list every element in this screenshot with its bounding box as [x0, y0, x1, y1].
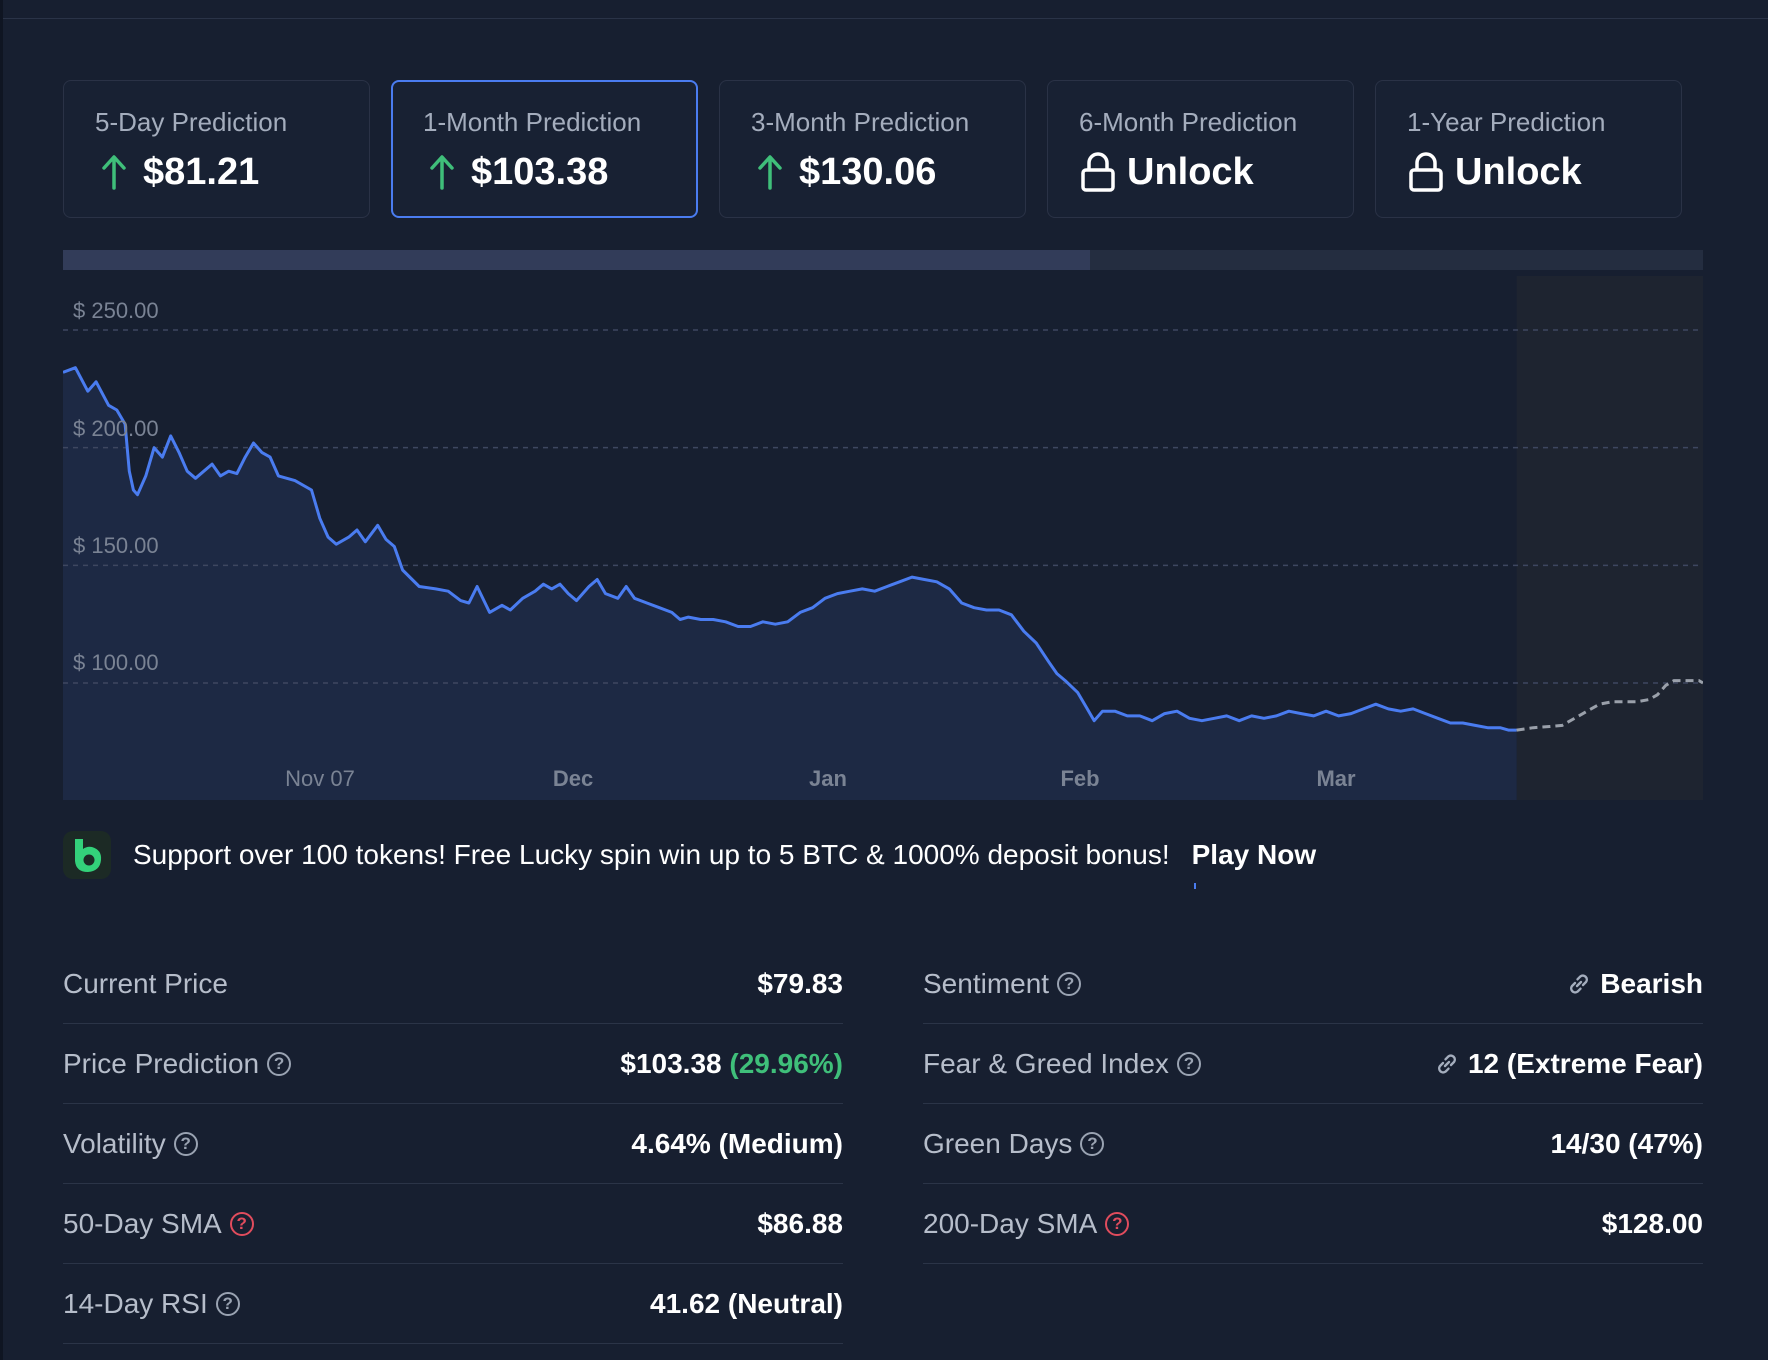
card-value: $103.38	[471, 151, 609, 193]
card-3-month[interactable]: 3-Month Prediction $130.06	[719, 80, 1026, 218]
prediction-line	[1516, 679, 1703, 732]
card-label: 5-Day Prediction	[95, 107, 288, 137]
card-6-month[interactable]: 6-Month Prediction Unlock	[1047, 80, 1354, 218]
help-icon[interactable]: ?	[1080, 1131, 1105, 1156]
stat-row: Volatility? 4.64% (Medium)	[63, 1104, 843, 1184]
historical-area	[63, 367, 1517, 800]
stat-row: Price Prediction? $103.38 (29.96%)	[63, 1024, 843, 1104]
stat-row: 200-Day SMA? $128.00	[923, 1184, 1703, 1264]
stat-row: Current Price $79.83	[63, 944, 843, 1024]
play-now-link[interactable]: Play Now	[1191, 839, 1317, 889]
help-icon[interactable]: ?	[1105, 1211, 1130, 1236]
historical-price-line	[63, 366, 1517, 732]
stat-row: 14-Day RSI? 41.62 (Neutral)	[63, 1264, 843, 1344]
range-selection[interactable]	[63, 250, 1090, 270]
card-value: $81.21	[143, 151, 260, 193]
promo-banner: Support over 100 tokens! Free Lucky spin…	[63, 830, 1317, 889]
top-border	[0, 0, 1768, 19]
stat-label: Sentiment	[923, 967, 1050, 999]
range-navigator[interactable]	[63, 250, 1703, 270]
card-1-year[interactable]: 1-Year Prediction Unlock	[1375, 80, 1682, 218]
help-icon[interactable]: ?	[173, 1131, 198, 1156]
stat-label: Green Days	[923, 1127, 1073, 1159]
card-value: Unlock	[1455, 151, 1582, 193]
link-icon	[1434, 1051, 1460, 1077]
card-value: Unlock	[1127, 151, 1254, 193]
stat-value: 41.62 (Neutral)	[650, 1287, 843, 1319]
stat-label: Price Prediction	[63, 1047, 260, 1079]
price-chart[interactable]: $ 250.00 $ 200.00 $ 150.00 $ 100.00 Nov …	[63, 276, 1703, 800]
stat-label: Fear & Greed Index	[923, 1047, 1169, 1079]
stat-label: Volatility	[63, 1127, 166, 1159]
x-tick-label: Feb	[1060, 766, 1100, 791]
help-icon[interactable]: ?	[1176, 1051, 1201, 1076]
stat-value: $103.38	[620, 1047, 722, 1079]
card-5-day[interactable]: 5-Day Prediction $81.21	[63, 80, 370, 218]
stat-label: 50-Day SMA	[63, 1207, 222, 1239]
promo-text: Support over 100 tokens! Free Lucky spin…	[133, 839, 1170, 870]
lock-icon	[1407, 151, 1445, 193]
link-icon	[1566, 971, 1592, 997]
x-tick-label: Nov 07	[285, 766, 355, 791]
card-label: 6-Month Prediction	[1079, 107, 1298, 137]
fear-greed-value: 12 (Extreme Fear)	[1467, 1047, 1703, 1079]
stat-value: 4.64% (Medium)	[631, 1127, 843, 1159]
card-label: 1-Year Prediction	[1407, 107, 1606, 137]
stat-value: $79.83	[757, 967, 843, 999]
x-tick-label: Jan	[809, 766, 847, 791]
card-label: 3-Month Prediction	[751, 107, 970, 137]
prediction-region	[1516, 276, 1703, 800]
y-tick-label: $ 200.00	[73, 416, 159, 441]
stat-value: $128.00	[1601, 1207, 1703, 1239]
bc-logo-icon	[63, 831, 111, 879]
left-border	[0, 0, 3, 1360]
help-icon[interactable]: ?	[267, 1051, 292, 1076]
card-label: 1-Month Prediction	[423, 107, 642, 137]
help-icon[interactable]: ?	[215, 1291, 240, 1316]
chart-canvas	[63, 276, 1703, 800]
stats-right: Sentiment? Bearish Fear & Greed Index? 1…	[923, 944, 1703, 1264]
stat-label: 14-Day RSI	[63, 1287, 208, 1319]
help-icon[interactable]: ?	[1057, 971, 1082, 996]
stat-label: 200-Day SMA	[923, 1207, 1098, 1239]
stats-left: Current Price $79.83 Price Prediction? $…	[63, 944, 843, 1344]
card-1-month[interactable]: 1-Month Prediction $103.38	[391, 80, 698, 218]
y-tick-label: $ 100.00	[73, 650, 159, 675]
card-value: $130.06	[799, 151, 937, 193]
stat-value: $86.88	[757, 1207, 843, 1239]
prediction-cards: 5-Day Prediction $81.21 1-Month Predicti…	[63, 80, 1693, 220]
stat-row: 50-Day SMA? $86.88	[63, 1184, 843, 1264]
y-tick-label: $ 150.00	[73, 533, 159, 558]
arrow-up-icon	[423, 151, 461, 193]
x-tick-label: Mar	[1316, 766, 1356, 791]
arrow-up-icon	[751, 151, 789, 193]
stat-change: (29.96%)	[729, 1047, 843, 1079]
arrow-up-icon	[95, 151, 133, 193]
stat-row: Green Days? 14/30 (47%)	[923, 1104, 1703, 1184]
stat-row: Sentiment? Bearish	[923, 944, 1703, 1024]
sentiment-value: Bearish	[1600, 967, 1703, 999]
lock-icon	[1079, 151, 1117, 193]
y-tick-label: $ 250.00	[73, 298, 159, 323]
stat-value: 14/30 (47%)	[1550, 1127, 1703, 1159]
help-icon[interactable]: ?	[229, 1211, 254, 1236]
x-tick-label: Dec	[552, 766, 594, 791]
stat-row: Fear & Greed Index? 12 (Extreme Fear)	[923, 1024, 1703, 1104]
stat-label: Current Price	[63, 967, 228, 999]
